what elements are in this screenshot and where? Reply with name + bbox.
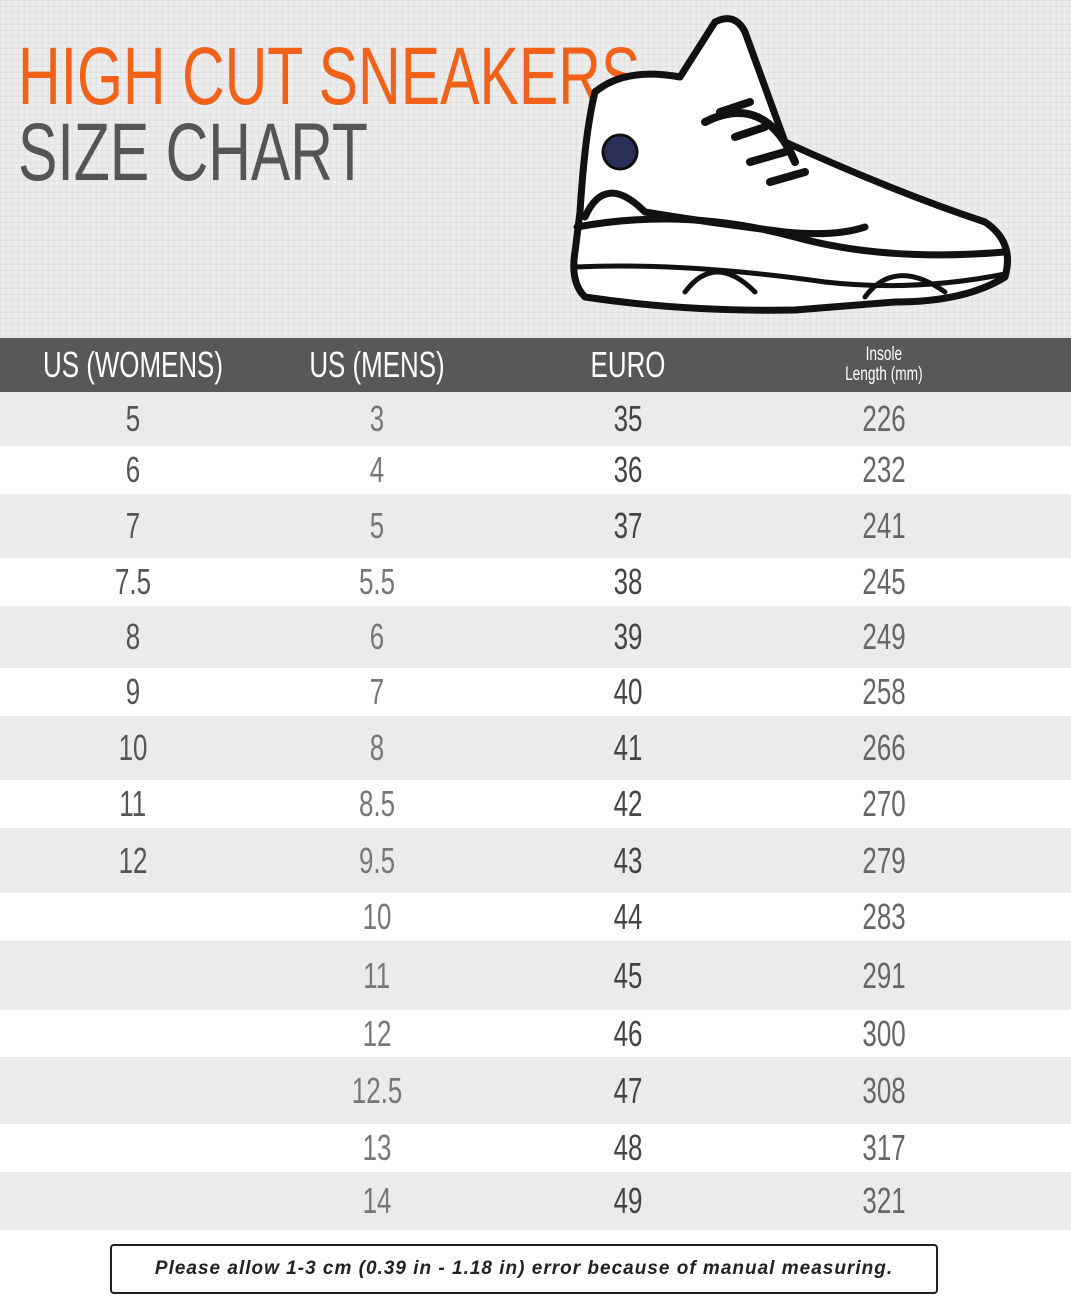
header-us-womens: US (WOMENS) — [43, 344, 224, 385]
cell-insole-length: 241 — [862, 505, 906, 546]
table-row: 9 7 40 258 — [0, 668, 1071, 716]
cell-euro: 44 — [613, 896, 643, 937]
cell-insole-length: 245 — [862, 561, 906, 602]
title-line-2: SIZE CHART — [18, 107, 368, 198]
cell-us-womens — [33, 1010, 233, 1057]
cell-euro: 49 — [613, 1180, 643, 1221]
cell-insole-length: 283 — [862, 896, 906, 937]
header-euro: EURO — [590, 344, 666, 385]
cell-us-womens — [33, 1172, 233, 1230]
cell-us-mens: 7 — [369, 671, 385, 712]
cell-us-womens: 10 — [118, 727, 148, 768]
cell-euro: 41 — [613, 727, 643, 768]
cell-euro: 47 — [613, 1069, 643, 1111]
cell-insole-length: 279 — [862, 839, 906, 881]
cell-euro: 45 — [613, 954, 643, 996]
cell-insole-length: 317 — [862, 1127, 906, 1168]
cell-us-womens: 9 — [125, 671, 141, 712]
cell-euro: 40 — [613, 671, 643, 712]
cell-euro: 48 — [613, 1127, 643, 1168]
cell-insole-length: 266 — [862, 727, 906, 768]
cell-us-mens: 8.5 — [358, 783, 396, 824]
cell-us-womens: 6 — [125, 449, 141, 490]
cell-euro: 42 — [613, 783, 643, 824]
table-row: 11 8.5 42 270 — [0, 780, 1071, 828]
cell-us-womens: 7 — [125, 505, 141, 546]
cell-insole-length: 232 — [862, 449, 906, 490]
cell-us-womens — [33, 941, 233, 1010]
cell-us-womens — [33, 1124, 233, 1172]
cell-us-mens: 14 — [362, 1180, 392, 1221]
cell-us-mens: 4 — [369, 449, 385, 490]
table-row: 7 5 37 241 — [0, 494, 1071, 558]
measurement-note: Please allow 1-3 cm (0.39 in - 1.18 in) … — [110, 1244, 938, 1294]
cell-insole-length: 321 — [862, 1180, 906, 1221]
table-row: 10 8 41 266 — [0, 716, 1071, 780]
table-row: 5 3 35 226 — [0, 392, 1071, 446]
table-row: 7.5 5.5 38 245 — [0, 558, 1071, 606]
table-row: 6 4 36 232 — [0, 446, 1071, 494]
table-row: 12.5 47 308 — [0, 1057, 1071, 1124]
cell-insole-length: 300 — [862, 1012, 906, 1054]
table-row: 8 6 39 249 — [0, 606, 1071, 668]
cell-us-mens: 13 — [362, 1127, 392, 1168]
cell-us-womens: 12 — [118, 839, 148, 881]
cell-us-womens — [33, 1057, 233, 1124]
cell-us-womens: 7.5 — [114, 561, 152, 602]
cell-insole-length: 258 — [862, 671, 906, 712]
cell-us-mens: 5.5 — [358, 561, 396, 602]
cell-euro: 36 — [613, 449, 643, 490]
cell-euro: 39 — [613, 616, 643, 657]
cell-euro: 38 — [613, 561, 643, 602]
cell-us-mens: 3 — [369, 398, 385, 439]
cell-us-mens: 8 — [369, 727, 385, 768]
cell-euro: 46 — [613, 1012, 643, 1054]
cell-insole-length: 291 — [862, 954, 906, 996]
cell-euro: 37 — [613, 505, 643, 546]
cell-us-mens: 11 — [363, 954, 391, 996]
cell-us-mens: 12 — [362, 1012, 392, 1054]
title-line-1: HIGH CUT SNEAKERS — [18, 31, 641, 122]
table-row: 11 45 291 — [0, 941, 1071, 1010]
header-us-mens: US (MENS) — [309, 344, 445, 385]
cell-euro: 35 — [613, 398, 643, 439]
table-row: 14 49 321 — [0, 1172, 1071, 1230]
table-row: 13 48 317 — [0, 1124, 1071, 1172]
cell-us-womens: 8 — [125, 616, 141, 657]
table-header: US (WOMENS) US (MENS) EURO Insole Length … — [0, 338, 1071, 392]
header-insole-length: Insole Length (mm) — [845, 344, 923, 385]
table-row: 12 46 300 — [0, 1010, 1071, 1057]
cell-us-womens: 5 — [125, 398, 141, 439]
cell-us-mens: 6 — [369, 616, 385, 657]
cell-insole-length: 226 — [862, 398, 906, 439]
table-row: 12 9.5 43 279 — [0, 828, 1071, 893]
cell-us-mens: 12.5 — [351, 1069, 403, 1111]
sneaker-illustration — [570, 15, 1011, 314]
table-row: 10 44 283 — [0, 893, 1071, 941]
cell-us-mens: 5 — [369, 505, 385, 546]
hero-banner: HIGH CUT SNEAKERS SIZE CHART — [0, 0, 1071, 338]
logo-badge-icon — [601, 133, 639, 171]
cell-us-mens: 10 — [362, 896, 392, 937]
cell-us-womens: 11 — [119, 783, 147, 824]
cell-insole-length: 249 — [862, 616, 906, 657]
cell-insole-length: 270 — [862, 783, 906, 824]
cell-euro: 43 — [613, 839, 643, 881]
cell-insole-length: 308 — [862, 1069, 906, 1111]
cell-us-mens: 9.5 — [358, 839, 396, 881]
cell-us-womens — [33, 893, 233, 941]
